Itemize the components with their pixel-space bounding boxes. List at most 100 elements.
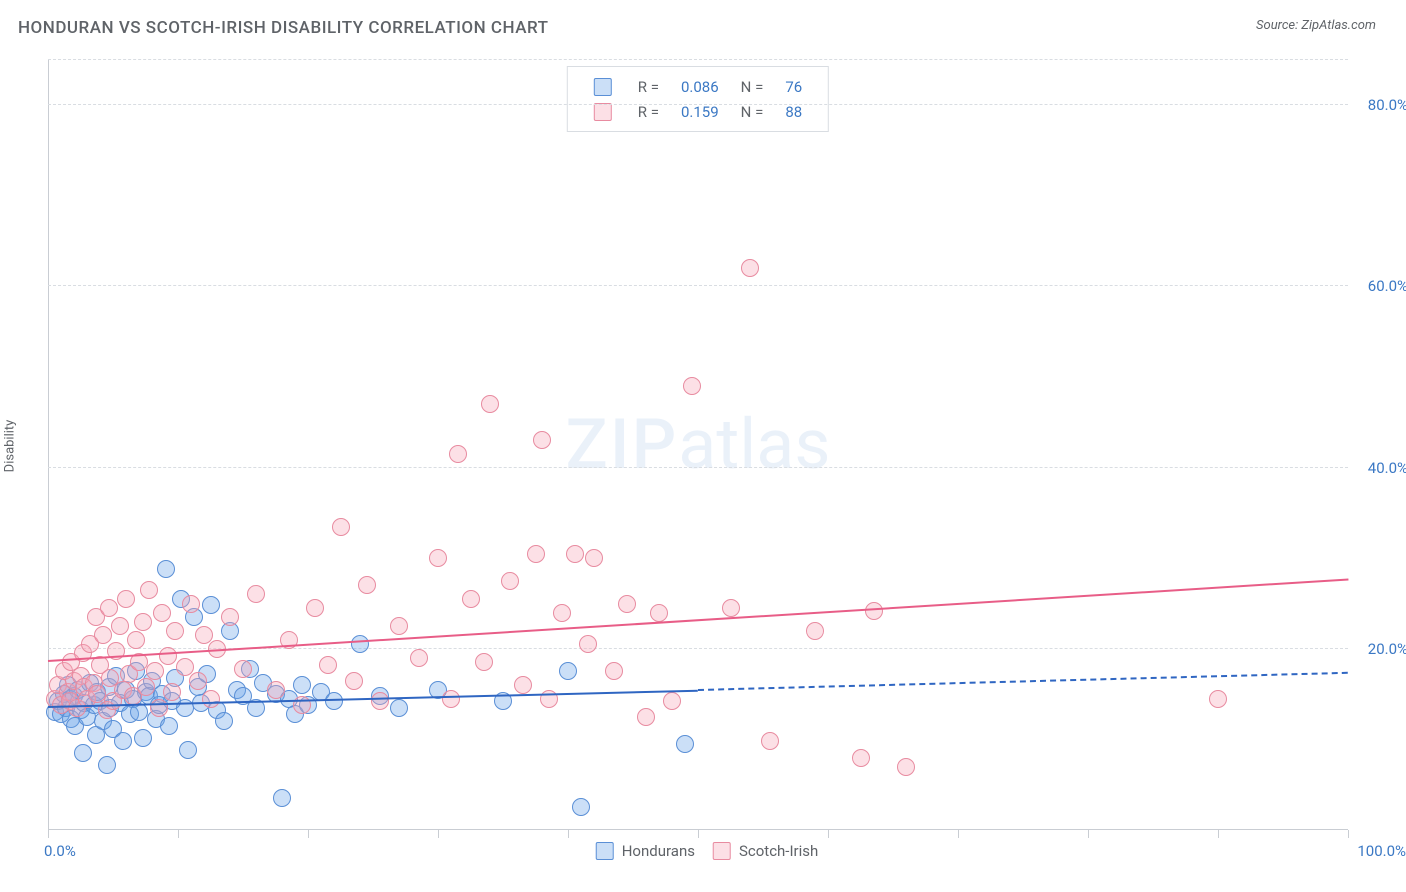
data-point — [100, 599, 118, 617]
data-point — [166, 622, 184, 640]
data-point — [566, 545, 584, 563]
trend-line — [698, 672, 1348, 691]
data-point — [449, 445, 467, 463]
legend-r-value: 0.086 — [671, 75, 729, 98]
data-point — [650, 604, 668, 622]
series-legend: Hondurans Scotch-Irish — [578, 841, 819, 860]
data-point — [163, 683, 181, 701]
data-point — [111, 617, 129, 635]
x-tick — [48, 830, 49, 838]
data-point — [605, 662, 623, 680]
data-point — [325, 692, 343, 710]
legend-swatch — [713, 842, 731, 860]
legend-swatch — [594, 78, 612, 96]
gridline — [48, 104, 1348, 105]
source-attribution: Source: ZipAtlas.com — [1256, 18, 1376, 33]
x-tick — [958, 830, 959, 838]
data-point — [273, 789, 291, 807]
data-point — [429, 549, 447, 567]
data-point — [117, 590, 135, 608]
data-point — [127, 631, 145, 649]
legend-n-label: N = — [731, 75, 774, 98]
gridline — [48, 285, 1348, 286]
data-point — [390, 617, 408, 635]
gridline — [48, 59, 1348, 60]
x-tick — [438, 830, 439, 838]
x-tick — [698, 830, 699, 838]
correlation-legend: R =0.086N =76R =0.159N =88 — [567, 66, 829, 132]
data-point — [98, 756, 116, 774]
data-point — [157, 560, 175, 578]
legend-series-label: Scotch-Irish — [739, 842, 818, 860]
x-tick — [308, 830, 309, 838]
x-tick-label: 0.0% — [44, 842, 76, 860]
legend-swatch — [594, 103, 612, 121]
data-point — [637, 708, 655, 726]
x-tick — [178, 830, 179, 838]
legend-r-label: R = — [628, 75, 669, 98]
y-tick-label: 40.0% — [1368, 459, 1406, 477]
x-tick-label: 100.0% — [1357, 842, 1406, 860]
data-point — [267, 681, 285, 699]
data-point — [410, 649, 428, 667]
y-tick-label: 60.0% — [1368, 277, 1406, 295]
y-tick-label: 20.0% — [1368, 640, 1406, 658]
data-point — [585, 549, 603, 567]
data-point — [306, 599, 324, 617]
x-tick — [1088, 830, 1089, 838]
data-point — [676, 735, 694, 753]
data-point — [514, 676, 532, 694]
data-point — [761, 732, 779, 750]
data-point — [74, 744, 92, 762]
data-point — [358, 576, 376, 594]
data-point — [215, 712, 233, 730]
data-point — [618, 595, 636, 613]
x-tick — [828, 830, 829, 838]
data-point — [140, 581, 158, 599]
data-point — [1209, 690, 1227, 708]
data-point — [332, 518, 350, 536]
x-tick — [568, 830, 569, 838]
scatter-plot: ZIPatlas R =0.086N =76R =0.159N =88 Hond… — [48, 60, 1348, 830]
data-point — [852, 749, 870, 767]
legend-series-label: Hondurans — [622, 842, 695, 860]
data-point — [134, 613, 152, 631]
x-tick — [1348, 830, 1349, 838]
data-point — [865, 602, 883, 620]
data-point — [234, 660, 252, 678]
legend-row: R =0.086N =76 — [584, 75, 812, 98]
data-point — [94, 626, 112, 644]
data-point — [390, 699, 408, 717]
y-axis-label: Disability — [3, 420, 18, 473]
data-point — [462, 590, 480, 608]
data-point — [345, 672, 363, 690]
data-point — [146, 662, 164, 680]
legend-n-value: 76 — [775, 75, 812, 98]
data-point — [683, 377, 701, 395]
data-point — [559, 662, 577, 680]
data-point — [319, 656, 337, 674]
data-point — [247, 585, 265, 603]
data-point — [572, 798, 590, 816]
data-point — [663, 692, 681, 710]
data-point — [221, 608, 239, 626]
data-point — [475, 653, 493, 671]
data-point — [189, 672, 207, 690]
data-point — [137, 678, 155, 696]
data-point — [130, 703, 148, 721]
data-point — [160, 717, 178, 735]
data-point — [153, 604, 171, 622]
data-point — [159, 647, 177, 665]
data-point — [527, 545, 545, 563]
data-point — [533, 431, 551, 449]
data-point — [501, 572, 519, 590]
data-point — [442, 690, 460, 708]
data-point — [579, 635, 597, 653]
data-point — [202, 596, 220, 614]
gridline — [48, 467, 1348, 468]
legend-swatch — [596, 842, 614, 860]
data-point — [741, 259, 759, 277]
data-point — [150, 699, 168, 717]
data-point — [481, 395, 499, 413]
data-point — [179, 741, 197, 759]
